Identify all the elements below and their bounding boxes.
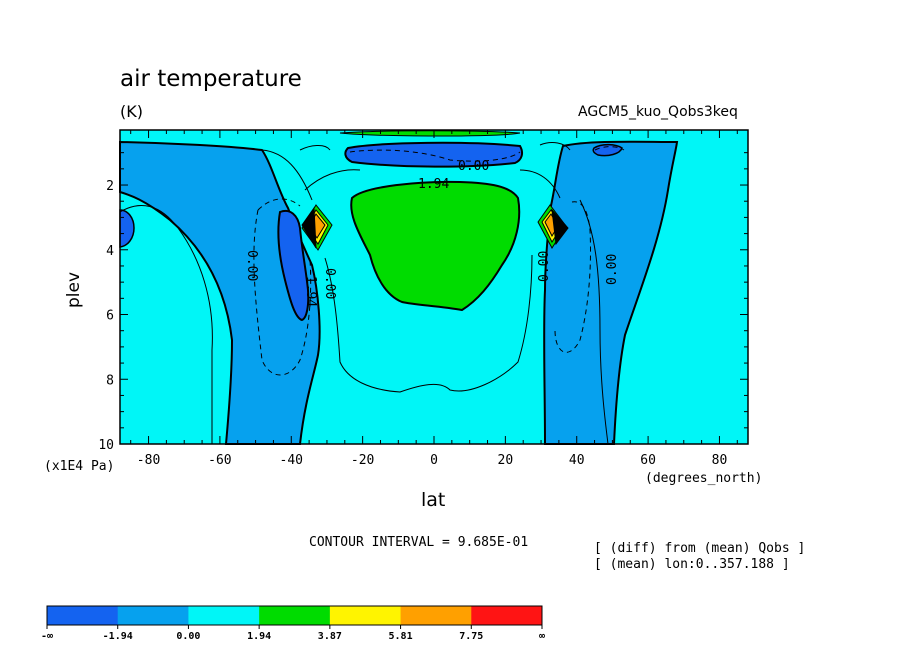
dashed-contour-lines bbox=[253, 146, 625, 376]
contour-label: 0.00 bbox=[322, 268, 337, 299]
colorbar-frame bbox=[46, 605, 543, 626]
colorbar-swatch bbox=[471, 606, 543, 625]
x-tick-label: 60 bbox=[640, 453, 656, 468]
region-center-positive bbox=[350, 180, 521, 312]
contour-label: 0.00 bbox=[458, 159, 489, 174]
y-axis-unit: (x1E4 Pa) bbox=[44, 459, 115, 474]
contour-label: 0.00 bbox=[537, 251, 552, 282]
left-peak-cluster bbox=[301, 204, 333, 251]
region-right-negative bbox=[543, 140, 679, 445]
y-tick-label: 8 bbox=[106, 373, 114, 388]
x-tick-label: -20 bbox=[351, 453, 374, 468]
x-tick-label: 80 bbox=[712, 453, 728, 468]
chart-subtitle: AGCM5_kuo_Qobs3keq bbox=[578, 104, 738, 120]
contour-interval-text: CONTOUR INTERVAL = 9.685E-01 bbox=[309, 535, 529, 550]
colorbar-swatch bbox=[188, 606, 260, 625]
mean-note: [ (mean) lon:0..357.188 ] bbox=[594, 557, 790, 572]
x-axis: -80 -60 -40 -20 0 20 40 60 80 bbox=[130, 130, 738, 468]
colorbar-swatch bbox=[329, 606, 402, 625]
colorbar-swatch bbox=[117, 606, 189, 625]
colorbar-label: 1.94 bbox=[247, 631, 271, 642]
colorbar-swatch bbox=[400, 606, 472, 625]
colorbar-swatch bbox=[47, 606, 119, 625]
chart-units: (K) bbox=[120, 102, 143, 121]
contour-lines bbox=[119, 142, 609, 445]
region-farleft-deep-negative bbox=[119, 209, 135, 248]
colorbar-label: ∞ bbox=[539, 631, 545, 642]
y-tick-label: 4 bbox=[106, 244, 114, 259]
right-peak-cluster bbox=[537, 204, 569, 249]
x-axis-unit: (degrees_north) bbox=[645, 471, 763, 486]
colorbar-swatch bbox=[259, 606, 331, 625]
region-left-deep-negative bbox=[277, 209, 310, 322]
diff-note: [ (diff) from (mean) Qobs ] bbox=[594, 541, 806, 556]
region-top-negative bbox=[344, 141, 524, 168]
contour-label: 1.94 bbox=[418, 177, 449, 192]
contour-label-group: 0.00 1.94 0.00 -1.94 0.00 0.00 0.00 bbox=[244, 159, 620, 307]
colorbar-label: 5.81 bbox=[389, 631, 413, 642]
contour-label: 0.00 bbox=[605, 254, 620, 285]
colorbar-label: 0.00 bbox=[176, 631, 200, 642]
y-tick-label: 10 bbox=[98, 438, 114, 453]
region-top-strip bbox=[339, 130, 521, 137]
y-axis-label: plev bbox=[64, 271, 84, 308]
contour-label: 0.00 bbox=[244, 250, 259, 281]
chart-title: air temperature bbox=[120, 66, 302, 92]
contour-label: -1.94 bbox=[303, 268, 318, 307]
region-left-negative bbox=[119, 140, 321, 445]
y-axis: 2 4 6 8 10 bbox=[98, 152, 748, 453]
colorbar-label: -1.94 bbox=[103, 631, 133, 642]
colorbar-label: 3.87 bbox=[318, 631, 342, 642]
x-axis-label: lat bbox=[421, 489, 446, 511]
y-tick-label: 6 bbox=[106, 309, 114, 324]
x-tick-label: -80 bbox=[137, 453, 160, 468]
x-tick-label: 40 bbox=[569, 453, 585, 468]
colorbar: -∞ -1.94 0.00 1.94 3.87 5.81 7.75 ∞ bbox=[41, 605, 545, 642]
x-tick-label: 20 bbox=[498, 453, 514, 468]
x-tick-label: 0 bbox=[430, 453, 438, 468]
y-tick-label: 2 bbox=[106, 179, 114, 194]
colorbar-label: 7.75 bbox=[459, 631, 483, 642]
x-tick-label: -40 bbox=[280, 453, 303, 468]
x-tick-label: -60 bbox=[208, 453, 231, 468]
colorbar-label: -∞ bbox=[41, 631, 53, 642]
